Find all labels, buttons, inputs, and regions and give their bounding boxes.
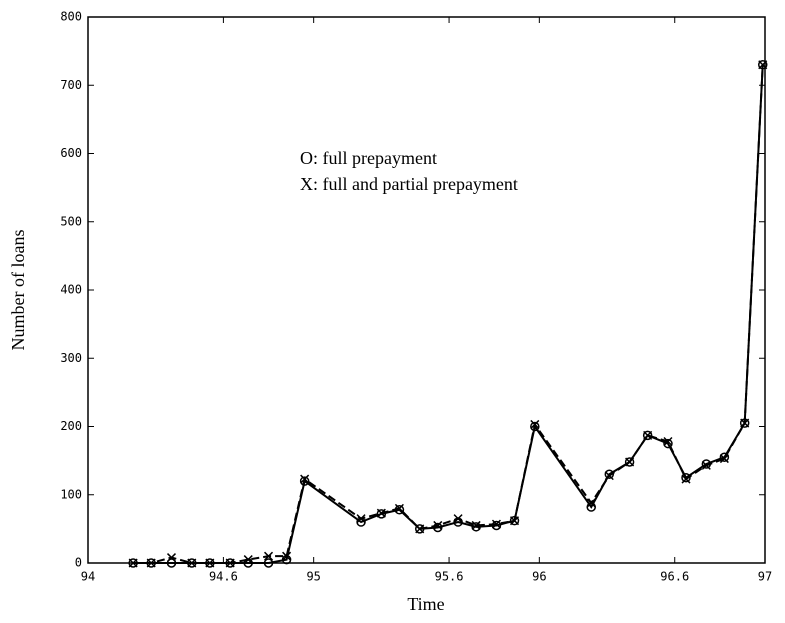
marker <box>758 60 768 70</box>
marker <box>433 522 443 533</box>
marker <box>719 454 729 464</box>
marker <box>624 457 635 467</box>
marker <box>300 474 310 484</box>
annotation: X: full and partial prepayment <box>300 174 518 194</box>
marker <box>681 472 691 483</box>
marker <box>491 519 501 529</box>
annotation: O: full prepayment <box>300 148 437 168</box>
y-tick-label: 300 <box>60 351 82 365</box>
marker <box>433 520 443 530</box>
marker <box>415 524 425 534</box>
x-tick-label: 97 <box>758 570 772 584</box>
marker <box>243 555 253 565</box>
marker <box>757 60 768 70</box>
x-tick-label: 95 <box>306 570 320 584</box>
marker <box>586 498 596 508</box>
x-axis-label: Time <box>407 594 444 614</box>
marker <box>471 522 481 532</box>
y-tick-label: 800 <box>60 10 82 24</box>
x-tick-label: 96 <box>532 570 546 584</box>
y-tick-label: 600 <box>60 146 82 160</box>
x-tick-label: 95.6 <box>435 570 464 584</box>
y-tick-label: 500 <box>60 214 82 228</box>
y-tick-label: 700 <box>60 78 82 92</box>
y-axis-label: Number of loans <box>8 230 28 351</box>
marker <box>509 516 520 526</box>
marker <box>491 520 502 531</box>
series-line <box>133 64 764 564</box>
y-tick-label: 200 <box>60 419 82 433</box>
plot-frame <box>87 16 766 564</box>
marker <box>356 514 366 524</box>
marker <box>376 509 387 519</box>
x-tick-label: 94 <box>81 570 95 584</box>
marker <box>282 551 292 561</box>
marker <box>642 430 653 441</box>
marker <box>187 558 197 568</box>
marker <box>681 474 691 484</box>
marker <box>205 558 215 568</box>
marker <box>625 457 635 467</box>
y-tick-label: 0 <box>75 556 82 570</box>
marker <box>663 438 673 449</box>
marker <box>604 471 614 481</box>
marker <box>146 558 156 568</box>
marker <box>376 508 386 518</box>
marker <box>530 421 540 432</box>
marker <box>394 503 404 513</box>
marker <box>128 558 138 568</box>
marker <box>299 476 310 486</box>
marker <box>453 514 463 524</box>
marker <box>471 520 481 530</box>
marker <box>264 551 274 561</box>
x-tick-label: 94.6 <box>209 570 238 584</box>
marker <box>263 558 274 568</box>
marker <box>225 558 235 568</box>
marker <box>740 418 750 428</box>
marker <box>604 469 615 480</box>
y-tick-label: 400 <box>60 283 82 297</box>
marker <box>701 460 711 470</box>
marker <box>663 436 673 447</box>
series-line <box>133 64 764 564</box>
marker <box>643 430 653 440</box>
marker <box>719 452 730 462</box>
x-tick-label: 96.6 <box>660 570 689 584</box>
marker <box>166 553 177 563</box>
y-tick-label: 100 <box>60 487 82 501</box>
marker <box>166 558 177 568</box>
marker <box>530 419 540 429</box>
